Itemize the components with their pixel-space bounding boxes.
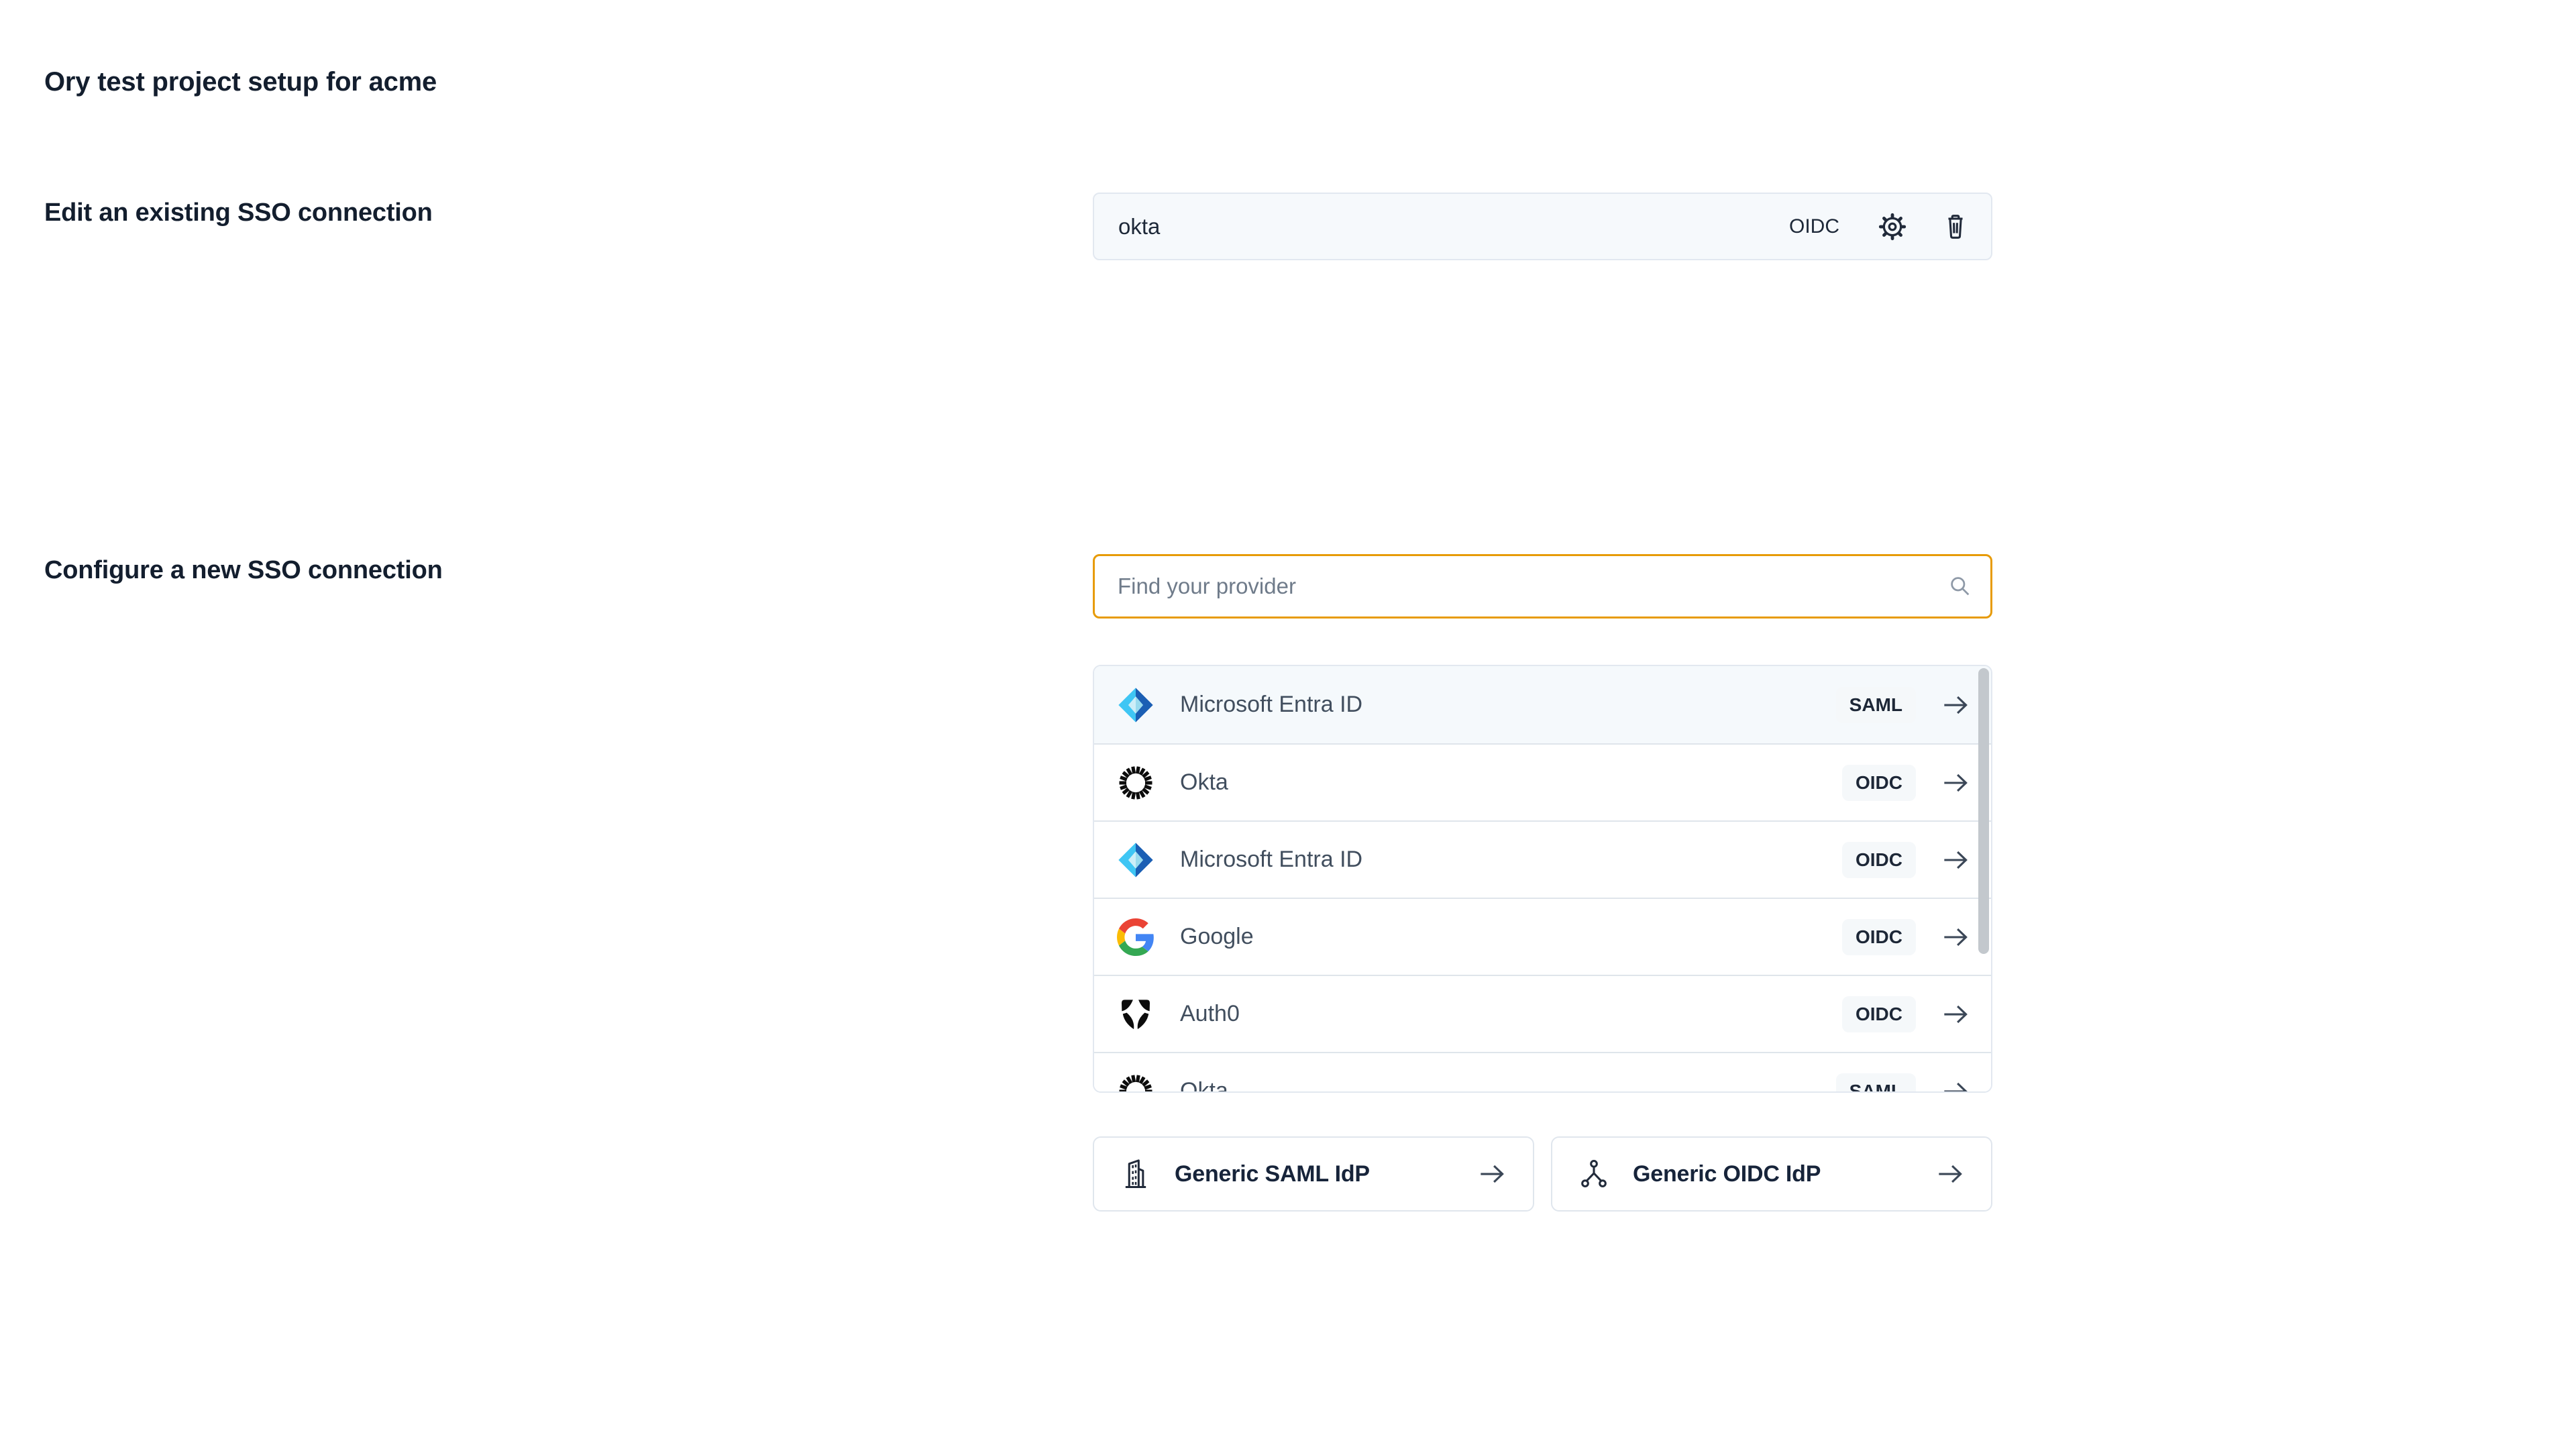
provider-row-okta-saml[interactable]: Okta SAML (1094, 1052, 1991, 1093)
generic-idp-label: Generic SAML IdP (1175, 1161, 1370, 1187)
provider-search-input[interactable] (1093, 554, 1992, 619)
provider-logo-icon (1117, 996, 1155, 1033)
existing-connection-row[interactable]: okta OIDC (1093, 193, 1992, 260)
delete-trash-icon[interactable] (1940, 211, 1971, 242)
generic-idp-label: Generic OIDC IdP (1633, 1161, 1821, 1187)
edit-sso-heading: Edit an existing SSO connection (44, 199, 433, 227)
protocol-badge: OIDC (1842, 841, 1916, 878)
provider-row-microsoft-entra-id-oidc[interactable]: Microsoft Entra ID OIDC (1094, 820, 1991, 898)
configure-sso-heading: Configure a new SSO connection (44, 556, 443, 584)
provider-search (1093, 554, 1992, 619)
provider-row-google-oidc[interactable]: Google OIDC (1094, 898, 1991, 975)
protocol-badge: SAML (1835, 686, 1916, 723)
arrow-right-icon (1939, 766, 1972, 800)
provider-name: Microsoft Entra ID (1180, 847, 1363, 872)
provider-name: Okta (1180, 769, 1228, 795)
provider-logo-icon (1117, 686, 1155, 724)
arrow-right-icon (1939, 688, 1972, 722)
scrollbar-thumb[interactable] (1978, 668, 1989, 954)
connection-name: okta (1118, 213, 1161, 239)
arrow-right-icon (1939, 843, 1972, 877)
provider-logo-icon (1117, 918, 1155, 956)
protocol-badge: OIDC (1842, 996, 1916, 1032)
provider-logo-icon (1117, 1073, 1155, 1093)
arrow-right-icon (1939, 998, 1972, 1031)
provider-row-auth0-oidc[interactable]: Auth0 OIDC (1094, 975, 1991, 1052)
connection-protocol-label: OIDC (1789, 215, 1839, 237)
provider-logo-icon (1117, 764, 1155, 802)
provider-name: Okta (1180, 1078, 1228, 1093)
provider-rows: Microsoft Entra ID SAML Okta OIDC Micros… (1094, 666, 1991, 1093)
settings-gear-icon[interactable] (1877, 211, 1908, 242)
arrow-right-icon (1939, 1075, 1972, 1093)
arrow-right-icon (1939, 920, 1972, 954)
provider-list: Microsoft Entra ID SAML Okta OIDC Micros… (1093, 665, 1992, 1093)
arrow-right-icon (1933, 1157, 1967, 1191)
generic-oidc-idp-button[interactable]: Generic OIDC IdP (1551, 1136, 1992, 1212)
protocol-badge: OIDC (1842, 918, 1916, 955)
page-title: Ory test project setup for acme (44, 67, 437, 97)
provider-row-microsoft-entra-id-saml[interactable]: Microsoft Entra ID SAML (1094, 666, 1991, 743)
protocol-badge: SAML (1835, 1073, 1916, 1091)
provider-name: Google (1180, 924, 1254, 949)
arrow-right-icon (1475, 1157, 1509, 1191)
generic-idp-icon (1118, 1157, 1153, 1191)
generic-saml-idp-button[interactable]: Generic SAML IdP (1093, 1136, 1534, 1212)
generic-idp-icon (1576, 1157, 1611, 1191)
provider-logo-icon (1117, 841, 1155, 879)
provider-row-okta-oidc[interactable]: Okta OIDC (1094, 743, 1991, 820)
provider-name: Auth0 (1180, 1001, 1240, 1026)
protocol-badge: OIDC (1842, 764, 1916, 801)
provider-name: Microsoft Entra ID (1180, 692, 1363, 717)
